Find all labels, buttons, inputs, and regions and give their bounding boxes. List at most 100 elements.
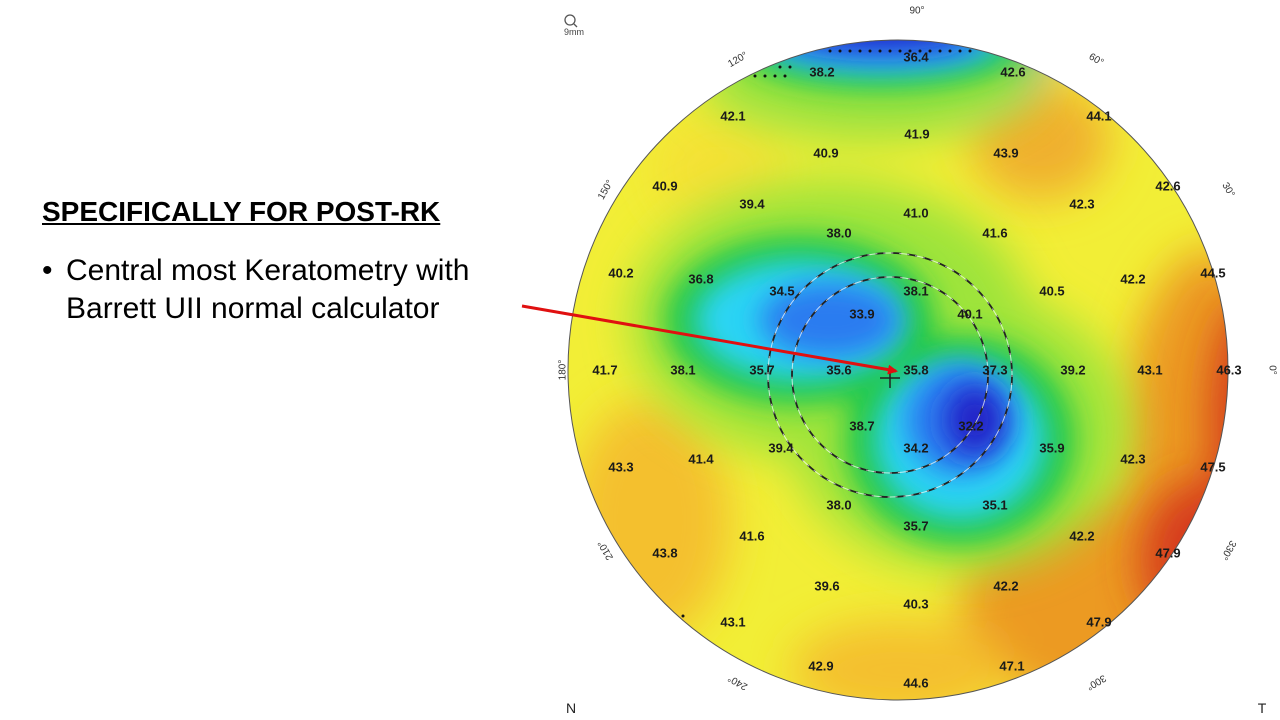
degree-label: 210° — [596, 538, 616, 561]
dot-marker — [908, 49, 912, 53]
k-value: 39.4 — [739, 197, 765, 212]
k-value: 32.2 — [958, 419, 983, 434]
dot-marker — [888, 49, 892, 53]
scale-label: 9mm — [564, 27, 584, 37]
bullet-marker: • — [42, 254, 53, 287]
dot-marker — [848, 49, 852, 53]
degree-label: 60° — [1087, 51, 1106, 68]
k-value: 35.8 — [903, 363, 928, 378]
k-value: 38.0 — [826, 498, 851, 513]
color-map — [568, 40, 1228, 700]
k-value: 41.9 — [904, 127, 929, 142]
degree-label: 240° — [726, 672, 749, 692]
dot-marker — [773, 74, 777, 78]
k-value: 47.9 — [1086, 615, 1111, 630]
k-value: 41.6 — [982, 226, 1007, 241]
degree-label: 300° — [1084, 672, 1107, 692]
dot-markers — [681, 49, 972, 618]
k-value: 38.0 — [826, 226, 851, 241]
dot-marker — [948, 49, 952, 53]
k-value: 38.1 — [903, 284, 928, 299]
pointer-arrow — [521, 304, 898, 375]
dot-marker — [753, 74, 757, 78]
k-value: 38.1 — [670, 363, 695, 378]
k-value: 40.3 — [903, 597, 928, 612]
degree-label: 150° — [596, 178, 616, 201]
dot-marker — [878, 49, 882, 53]
k-value: 40.2 — [608, 266, 633, 281]
k-value: 34.5 — [769, 284, 794, 299]
dot-marker — [783, 74, 787, 78]
dot-marker — [681, 614, 685, 618]
map-border — [567, 39, 1229, 701]
k-value: 43.1 — [720, 615, 745, 630]
k-value: 47.5 — [1200, 460, 1225, 475]
nasal-label: N — [566, 700, 576, 716]
k-value: 42.6 — [1000, 65, 1025, 80]
k-value: 42.3 — [1120, 452, 1145, 467]
k-value: 47.9 — [1155, 546, 1180, 561]
k-value: 35.6 — [826, 363, 851, 378]
k-value: 42.6 — [1155, 179, 1180, 194]
k-value: 42.2 — [1120, 272, 1145, 287]
k-value: 43.1 — [1137, 363, 1162, 378]
dot-marker — [828, 49, 832, 53]
dot-marker — [838, 49, 842, 53]
dot-marker — [938, 49, 942, 53]
k-value: 42.2 — [1069, 529, 1094, 544]
dot-marker — [968, 49, 972, 53]
k-value: 40.9 — [652, 179, 677, 194]
k-value: 40.5 — [1039, 284, 1064, 299]
k-value: 36.4 — [903, 50, 929, 65]
k-value: 35.7 — [749, 363, 774, 378]
k-value: 33.9 — [849, 307, 874, 322]
dot-marker — [928, 49, 932, 53]
k-value: 44.1 — [1086, 109, 1111, 124]
slide-heading: SPECIFICALLY FOR POST-RK — [42, 196, 441, 227]
k-value: 39.6 — [814, 579, 839, 594]
k-value: 40.9 — [813, 146, 838, 161]
dot-marker — [958, 49, 962, 53]
degree-label: 0° — [1267, 365, 1278, 375]
k-value: 35.1 — [982, 498, 1007, 513]
k-value: 42.2 — [993, 579, 1018, 594]
degree-label: 180° — [558, 360, 569, 381]
dot-marker — [858, 49, 862, 53]
dot-marker — [763, 74, 767, 78]
temporal-label: T — [1258, 700, 1267, 716]
k-value: 37.3 — [982, 363, 1007, 378]
dot-marker — [918, 49, 922, 53]
k-value: 43.3 — [608, 460, 633, 475]
k-value: 38.7 — [849, 419, 874, 434]
k-value: 42.9 — [808, 659, 833, 674]
k-value: 39.4 — [768, 441, 794, 456]
dot-marker — [778, 65, 782, 69]
degree-label: 30° — [1219, 181, 1236, 200]
dot-marker — [788, 65, 792, 69]
k-value: 36.8 — [688, 272, 713, 287]
k-value: 40.1 — [957, 307, 982, 322]
k-value: 42.3 — [1069, 197, 1094, 212]
k-value: 39.2 — [1060, 363, 1085, 378]
k-value: 44.6 — [903, 676, 928, 691]
k-value: 44.5 — [1200, 266, 1225, 281]
k-value: 46.3 — [1216, 363, 1241, 378]
k-value: 35.7 — [903, 519, 928, 534]
degree-label: 90° — [909, 6, 924, 17]
k-value: 42.1 — [720, 109, 745, 124]
zoom-icon — [564, 14, 578, 28]
dot-marker — [868, 49, 872, 53]
k-value: 43.8 — [652, 546, 677, 561]
k-value: 41.4 — [688, 452, 714, 467]
degree-label: 120° — [726, 50, 749, 70]
k-value: 41.6 — [739, 529, 764, 544]
bullet-text: Central most Keratometry with Barrett UI… — [66, 254, 470, 325]
k-value: 38.2 — [809, 65, 834, 80]
k-value: 35.9 — [1039, 441, 1064, 456]
dot-marker — [898, 49, 902, 53]
k-value: 43.9 — [993, 146, 1018, 161]
k-value: 41.7 — [592, 363, 617, 378]
keratometry-values: 36.4 38.2 42.6 42.1 44.1 41.9 40.9 43.9 40.9 42.6… — [592, 50, 1241, 691]
k-value: 34.2 — [903, 441, 928, 456]
